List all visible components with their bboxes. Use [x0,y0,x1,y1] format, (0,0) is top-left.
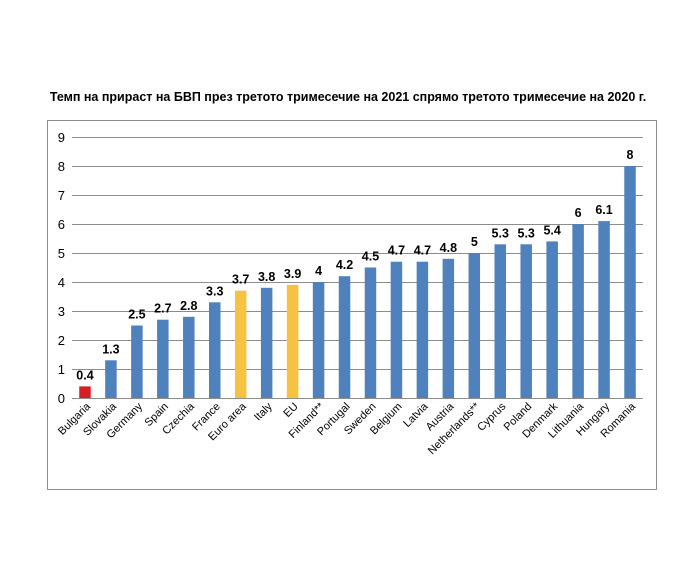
data-label: 2.8 [180,299,197,313]
bar-france [209,302,221,398]
bar-denmark [546,241,558,398]
data-label: 2.7 [154,302,171,316]
x-tick-label: EU [281,401,300,420]
bar-eu [286,284,299,398]
bar-cyprus [494,244,506,398]
data-label: 5 [471,235,478,249]
data-label: 5.3 [492,226,509,240]
bar-germany [131,325,143,398]
data-label: 3.8 [258,270,275,284]
data-label: 4.5 [362,250,379,264]
bar-netherlands [468,253,481,398]
data-label: 3.9 [284,267,301,281]
bar-italy [260,287,273,398]
y-tick-label: 1 [58,362,65,377]
bar-romania [624,166,636,398]
data-label: 1.3 [102,342,119,356]
y-tick-label: 8 [58,159,65,174]
data-label: 4.8 [440,241,457,255]
bar-poland [520,244,532,398]
y-tick-label: 3 [58,304,65,319]
x-tick-label: Cyprus [475,400,508,433]
data-label: 5.3 [518,226,535,240]
y-tick-label: 0 [58,391,65,406]
bar-finland [312,282,325,398]
data-label: 6 [575,206,582,220]
data-label: 6.1 [595,203,612,217]
bar-hungary [598,221,610,398]
bar-austria [442,258,455,398]
y-tick-label: 6 [58,217,65,232]
bar-sweden [364,267,377,398]
y-tick-label: 5 [58,246,65,261]
bar-lithuania [572,224,584,398]
y-tick-label: 4 [58,275,65,290]
data-label: 5.4 [543,223,560,237]
bar-spain [157,319,169,398]
bar-latvia [416,261,429,398]
bar-czechia [183,316,195,398]
data-label: 4.7 [414,244,431,258]
data-label: 4.2 [336,258,353,272]
x-tick-label: Italy [252,400,275,423]
data-label: 4 [315,264,322,278]
y-tick-label: 2 [58,333,65,348]
data-label: 8 [627,148,634,162]
bar-euro-area [234,290,247,398]
bar-portugal [338,276,351,398]
bar-slovakia [105,360,117,398]
data-label: 3.7 [232,273,249,287]
y-axis-ticks: 0 1 2 3 4 5 6 7 8 9 [58,130,65,406]
y-tick-label: 9 [58,130,65,145]
bar-bulgaria [79,386,91,398]
data-label: 4.7 [388,244,405,258]
data-labels: 0.4 1.3 2.5 2.7 2.8 3.3 3.7 3.8 3.9 4 4.2 4.5 4.7 4.7… [76,148,633,382]
data-label: 0.4 [76,368,93,382]
data-label: 2.5 [128,308,145,322]
y-tick-label: 7 [58,188,65,203]
data-label: 3.3 [206,284,223,298]
x-axis-labels: BulgariaSlovakiaGermanySpainCzechiaFranc… [56,400,639,457]
chart-title: Темп на прираст на БВП през третото трим… [49,90,647,104]
bars [79,166,636,398]
bar-belgium [390,261,403,398]
